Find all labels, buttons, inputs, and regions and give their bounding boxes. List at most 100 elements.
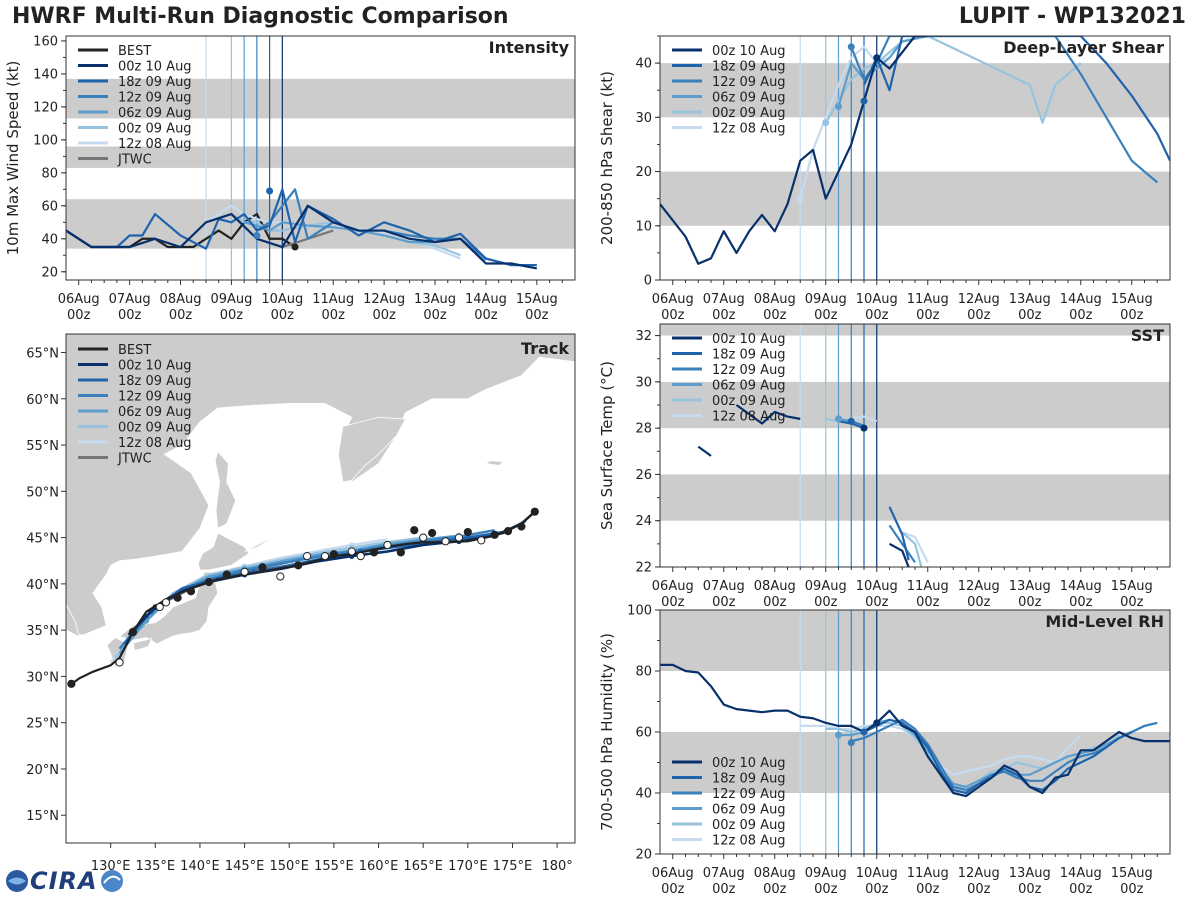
intensity-ytick-label: 100 — [33, 133, 58, 148]
intensity-xtick-hour: 00z — [220, 308, 244, 323]
intensity-xtick-hour: 00z — [372, 308, 396, 323]
track-lon-label: 150°E — [269, 859, 309, 874]
track-lat-label: 35°N — [26, 624, 59, 639]
rh-xtick-hour: 00z — [916, 882, 940, 897]
shear-xtick-day: 10Aug — [856, 292, 898, 307]
intensity-xtick-hour: 00z — [118, 308, 142, 323]
shear-frame — [659, 35, 1171, 281]
track-series-point — [348, 542, 355, 548]
track-series-point — [348, 547, 355, 554]
sst-xtick-hour: 00z — [1018, 595, 1042, 610]
land-shape — [197, 532, 250, 571]
land-shape — [106, 637, 129, 668]
rh-xtick-hour: 00z — [1018, 882, 1042, 897]
track-lon-label: 140°E — [180, 859, 220, 874]
track-lat-label: 30°N — [26, 670, 59, 685]
intensity-xtick-hour: 00z — [67, 308, 91, 323]
legend-label: 00z 09 Aug — [118, 122, 192, 137]
legend-label: 00z 10 Aug — [712, 44, 786, 59]
track-series-point — [456, 533, 462, 540]
intensity-ytick-label: 40 — [41, 232, 58, 247]
panel-rh: 2040608010006Aug00z07Aug00z08Aug00z09Aug… — [598, 604, 1171, 897]
intensity-xtick-hour: 00z — [423, 308, 447, 323]
track-lat-label: 15°N — [26, 809, 59, 824]
sst-ylabel: Sea Surface Temp (°C) — [598, 361, 616, 530]
shear-series-line — [824, 36, 1082, 124]
track-lon-label: 170°E — [448, 859, 488, 874]
track-best-point — [490, 530, 499, 539]
shear-init-marker — [847, 43, 855, 51]
legend-label: 12z 09 Aug — [118, 91, 192, 106]
shear-init-marker — [873, 54, 881, 62]
track-best-point — [222, 570, 231, 579]
sst-xtick-day: 12Aug — [958, 579, 1000, 594]
land-shape — [132, 637, 153, 652]
legend-label: 18z 09 Aug — [712, 60, 786, 75]
sst-ytick-label: 30 — [635, 375, 652, 390]
land-shape — [214, 450, 237, 529]
sst-init-marker — [847, 417, 855, 425]
rh-series-line — [825, 721, 1120, 789]
track-lon-label: 145°E — [225, 859, 265, 874]
land-shape — [484, 460, 505, 466]
intensity-plot-area — [66, 36, 575, 280]
rh-xtick-hour: 00z — [865, 882, 889, 897]
legend-label: 06z 09 Aug — [712, 379, 786, 394]
track-best-point — [276, 572, 285, 581]
legend-label: BEST — [118, 343, 151, 358]
track-series-point — [241, 567, 248, 573]
track-jtwc-line — [127, 536, 468, 636]
intensity-best-end-marker — [291, 243, 299, 251]
shear-xtick-hour: 00z — [865, 308, 889, 323]
shear-xtick-day: 07Aug — [703, 292, 745, 307]
track-best-point — [441, 537, 450, 546]
rh-xtick-day: 07Aug — [703, 866, 745, 881]
track-best-point — [155, 602, 164, 612]
sst-xtick-hour: 00z — [814, 595, 838, 610]
intensity-xtick-day: 08Aug — [160, 292, 202, 307]
rh-xtick-day: 09Aug — [805, 866, 847, 881]
track-lat-label: 25°N — [26, 717, 59, 732]
track-series-line — [123, 519, 527, 645]
legend-label: 12z 08 Aug — [712, 122, 786, 137]
legend-label: JTWC — [117, 153, 152, 168]
rh-xtick-day: 13Aug — [1009, 866, 1051, 881]
shear-xtick-hour: 00z — [1120, 308, 1144, 323]
sst-xtick-day: 10Aug — [856, 579, 898, 594]
shear-ylabel: 200-850 hPa Shear (kt) — [598, 71, 616, 245]
rh-init-marker — [873, 719, 881, 727]
intensity-ytick-label: 120 — [33, 100, 58, 115]
rh-xtick-hour: 00z — [712, 882, 736, 897]
track-best-point — [240, 567, 249, 576]
cira-logo: CIRA — [4, 866, 126, 896]
track-series-point — [456, 532, 462, 539]
track-series-point — [134, 627, 141, 633]
sst-xtick-hour: 00z — [661, 595, 685, 610]
shear-xtick-day: 13Aug — [1009, 292, 1051, 307]
track-lat-label: 50°N — [26, 485, 59, 500]
track-best-point — [503, 527, 513, 536]
intensity-xtick-hour: 00z — [169, 308, 193, 323]
panel-track: 130°E 135°E 140°E 145°E 150°E 155°E 160°E 165°E… — [26, 333, 576, 874]
track-series-point — [139, 622, 145, 629]
legend-label: 12z 09 Aug — [118, 390, 192, 405]
sst-series-line — [838, 417, 852, 423]
rh-init-marker — [847, 739, 855, 747]
sst-ytick-label: 24 — [635, 514, 652, 529]
track-frame — [65, 333, 576, 844]
sst-xtick-hour: 00z — [967, 595, 991, 610]
rh-ylabel: 700-500 hPa Humidity (%) — [598, 633, 616, 831]
track-best-point — [477, 536, 486, 545]
track-series-point — [250, 569, 257, 575]
rh-xtick-hour: 00z — [1120, 882, 1144, 897]
land-shape — [66, 334, 575, 636]
legend-label: 00z 09 Aug — [118, 421, 192, 436]
rh-xtick-day: 10Aug — [856, 866, 898, 881]
rh-series-line — [850, 718, 1158, 792]
sst-init-marker — [835, 415, 842, 423]
legend-label: 12z 09 Aug — [712, 363, 786, 378]
intensity-series-line — [256, 188, 512, 267]
legend-label: 06z 09 Aug — [118, 405, 192, 420]
shear-xtick-day: 12Aug — [958, 292, 1000, 307]
